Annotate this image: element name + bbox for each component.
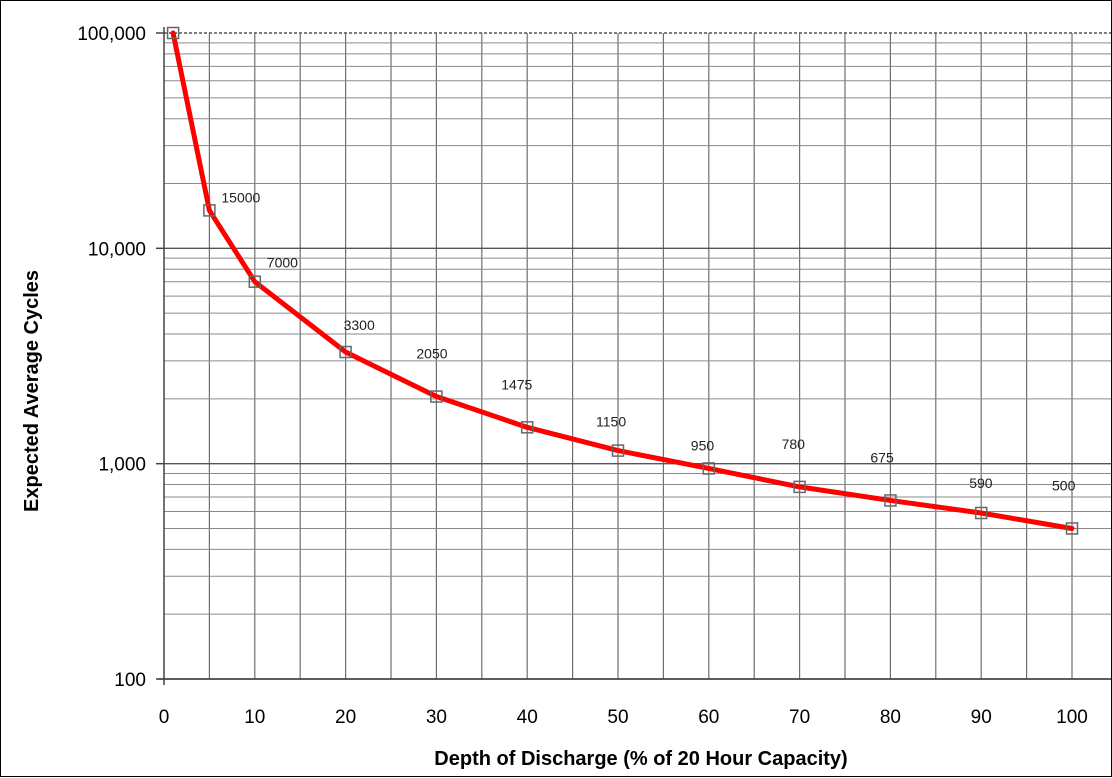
x-tick-label: 50 — [607, 707, 628, 728]
x-tick-label: 100 — [1056, 707, 1088, 728]
data-point — [248, 275, 262, 288]
x-tick-label: 10 — [244, 707, 265, 728]
y-axis-title: Expected Average Cycles — [21, 270, 43, 512]
data-point — [203, 204, 216, 217]
data-label: 950 — [691, 437, 715, 453]
data-point — [611, 444, 625, 457]
data-point — [520, 421, 534, 434]
x-tick-label: 40 — [517, 707, 538, 728]
y-tick-label: 1,000 — [98, 455, 146, 476]
data-label: 3300 — [344, 317, 375, 333]
grid — [164, 32, 1111, 680]
data-point — [793, 480, 806, 494]
y-tick-label: 100 — [114, 670, 146, 691]
data-label: 590 — [969, 475, 993, 491]
x-tick-label: 90 — [971, 707, 992, 728]
data-label: 15000 — [221, 189, 260, 205]
x-axis-title: Depth of Discharge (% of 20 Hour Capacit… — [434, 748, 847, 770]
data-point — [430, 390, 443, 403]
series-line — [170, 30, 1075, 531]
y-tick-label: 10,000 — [88, 239, 146, 260]
x-tick-label: 60 — [698, 707, 719, 728]
x-tick-label: 70 — [789, 707, 810, 728]
data-label: 675 — [870, 449, 894, 465]
x-tick-label: 80 — [880, 707, 901, 728]
y-tick-label: 100,000 — [77, 24, 146, 45]
data-label: 1150 — [596, 414, 626, 430]
data-point — [974, 506, 988, 520]
axes — [156, 27, 1111, 685]
x-tick-label: 30 — [426, 707, 447, 728]
data-label: 500 — [1052, 477, 1076, 493]
data-label: 7000 — [267, 255, 298, 271]
data-point — [339, 345, 352, 359]
markers — [166, 26, 1079, 535]
data-point — [702, 462, 716, 475]
data-label: 1475 — [501, 376, 532, 392]
data-labels: 15000 7000 3300 2050 1475 1150 950 780 675 590 500 — [221, 189, 1075, 493]
data-point — [884, 494, 897, 507]
series — [170, 30, 1075, 531]
data-point — [166, 26, 180, 40]
x-tick-label: 20 — [335, 707, 356, 728]
x-tick-label: 0 — [159, 707, 170, 728]
data-label: 780 — [782, 436, 806, 452]
data-label: 2050 — [416, 346, 447, 362]
tick-labels: 0 10 20 30 40 50 60 70 80 90 100 100 1,000 10,000 100,… — [77, 24, 1088, 728]
data-point — [1065, 522, 1079, 535]
